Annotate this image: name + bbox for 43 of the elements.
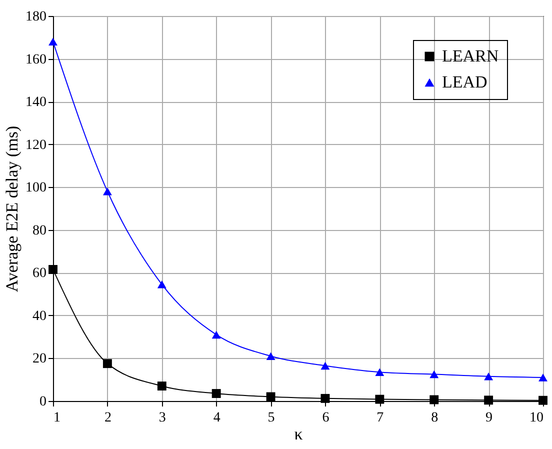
point [430, 395, 439, 404]
point [538, 374, 548, 382]
point [484, 396, 494, 405]
x-tick-label: 10 [530, 410, 544, 426]
x-tick-label: 1 [54, 410, 60, 426]
point [48, 264, 58, 274]
point [48, 38, 58, 46]
legend-label: LEARN [442, 46, 499, 66]
point [430, 370, 439, 378]
point [375, 368, 384, 376]
point [266, 392, 276, 402]
point [157, 280, 166, 288]
y-tick-label: 40 [32, 308, 46, 324]
y-tick-label: 160 [26, 52, 46, 68]
point [320, 394, 330, 403]
x-tick-label: 9 [486, 410, 493, 426]
legend-label: LEAD [442, 72, 488, 92]
y-tick-label: 100 [26, 180, 46, 196]
x-tick-label: 6 [322, 410, 330, 426]
point [157, 382, 166, 390]
point [320, 362, 330, 370]
y-axis-title: Average E2E delay (ms) [2, 126, 22, 292]
y-tick-label: 120 [26, 138, 46, 153]
y-tick-label: 20 [32, 352, 46, 367]
point [484, 372, 494, 380]
x-tick-label: 2 [104, 410, 112, 426]
point [212, 389, 221, 398]
y-tick-label: 140 [26, 95, 46, 110]
point [102, 188, 112, 196]
point [266, 352, 276, 360]
y-tick-label: 0 [40, 394, 46, 410]
x-tick-label: 3 [158, 410, 166, 426]
point [212, 330, 221, 339]
x-tick-label: 8 [431, 410, 438, 426]
point [102, 359, 112, 368]
x-axis-title: κ [294, 424, 304, 444]
y-tick-label: 180 [26, 10, 46, 24]
x-tick-label: 5 [268, 410, 275, 426]
x-tick-label: 7 [376, 410, 384, 426]
y-tick-label: 80 [32, 223, 46, 238]
point [375, 394, 384, 404]
y-tick-label: 60 [32, 266, 46, 282]
x-tick-label: 4 [213, 410, 220, 426]
